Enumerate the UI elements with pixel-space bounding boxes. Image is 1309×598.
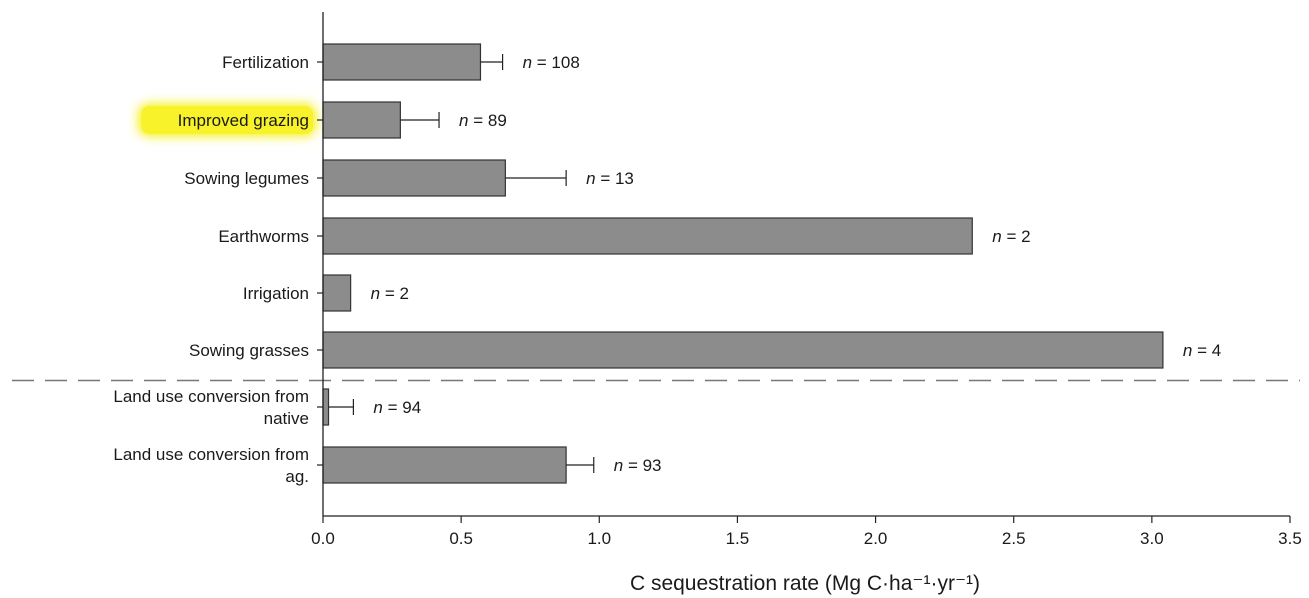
- n-label-earthworms: n = 2: [992, 227, 1030, 246]
- x-tick-label: 3.0: [1140, 529, 1164, 548]
- n-symbol: n: [523, 53, 532, 72]
- n-label-fertilization: n = 108: [523, 53, 580, 72]
- n-label-land-use-conversion-from-ag: n = 93: [614, 456, 662, 475]
- category-label-line: Improved grazing: [178, 111, 309, 130]
- category-label-line: Sowing grasses: [189, 341, 309, 360]
- bar-irrigation: [322, 274, 352, 312]
- category-label-sowing-grasses: Sowing grasses: [189, 341, 309, 360]
- category-label-line: Land use conversion from: [113, 387, 309, 406]
- category-label-line: ag.: [285, 467, 309, 486]
- category-label-line: Irrigation: [243, 284, 309, 303]
- x-tick-label: 0.5: [449, 529, 473, 548]
- category-label-improved-grazing: Improved grazing: [178, 111, 309, 130]
- n-label-improved-grazing: n = 89: [459, 111, 507, 130]
- highlight-layer: [137, 103, 317, 137]
- n-symbol: n: [1183, 341, 1192, 360]
- n-symbol: n: [992, 227, 1001, 246]
- n-label-land-use-conversion-from-native: n = 94: [373, 398, 421, 417]
- n-value: = 89: [469, 111, 507, 130]
- n-label-irrigation: n = 2: [371, 284, 409, 303]
- n-symbol: n: [459, 111, 468, 130]
- category-label-sowing-legumes: Sowing legumes: [184, 169, 309, 188]
- bar-land-use-conversion-from-native: [322, 388, 330, 426]
- x-tick-label: 3.5: [1278, 529, 1302, 548]
- n-value: = 2: [380, 284, 409, 303]
- n-value: = 2: [1002, 227, 1031, 246]
- bar-sowing-legumes: [322, 159, 506, 197]
- category-label-line: Earthworms: [218, 227, 309, 246]
- n-value: = 93: [623, 456, 661, 475]
- bar-fertilization: [322, 43, 482, 81]
- n-symbol: n: [586, 169, 595, 188]
- n-value: = 108: [532, 53, 580, 72]
- n-value: = 94: [383, 398, 421, 417]
- bar-sowing-grasses: [322, 331, 1164, 369]
- category-label-land-use-conversion-from-ag: Land use conversion from ag.: [113, 445, 309, 486]
- category-label-irrigation: Irrigation: [243, 284, 309, 303]
- category-label-line: native: [264, 409, 309, 428]
- n-symbol: n: [373, 398, 382, 417]
- x-tick-label: 2.0: [864, 529, 888, 548]
- axes: 0.0 0.5 1.0 1.5 2.0 2.5 3.0 3.5 Fertilization Imp…: [113, 12, 1302, 548]
- n-label-sowing-grasses: n = 4: [1183, 341, 1221, 360]
- n-label-sowing-legumes: n = 13: [586, 169, 634, 188]
- n-symbol: n: [614, 456, 623, 475]
- category-label-land-use-conversion-from-native: Land use conversion from native: [113, 387, 309, 428]
- category-label-earthworms: Earthworms: [218, 227, 309, 246]
- x-tick-label: 1.0: [587, 529, 611, 548]
- n-value: = 4: [1192, 341, 1221, 360]
- category-label-line: Fertilization: [222, 53, 309, 72]
- x-tick-label: 2.5: [1002, 529, 1026, 548]
- category-label-fertilization: Fertilization: [222, 53, 309, 72]
- bar-improved-grazing: [322, 101, 401, 139]
- category-label-line: Land use conversion from: [113, 445, 309, 464]
- category-label-line: Sowing legumes: [184, 169, 309, 188]
- x-tick-label: 1.5: [726, 529, 750, 548]
- label-highlight-core: [141, 106, 313, 134]
- n-value: = 13: [596, 169, 634, 188]
- x-tick-label: 0.0: [311, 529, 335, 548]
- n-symbol: n: [371, 284, 380, 303]
- bar-land-use-conversion-from-ag: [322, 446, 567, 484]
- x-axis-title: C sequestration rate (Mg C·ha⁻¹·yr⁻¹): [630, 572, 980, 595]
- bar-earthworms: [322, 217, 973, 255]
